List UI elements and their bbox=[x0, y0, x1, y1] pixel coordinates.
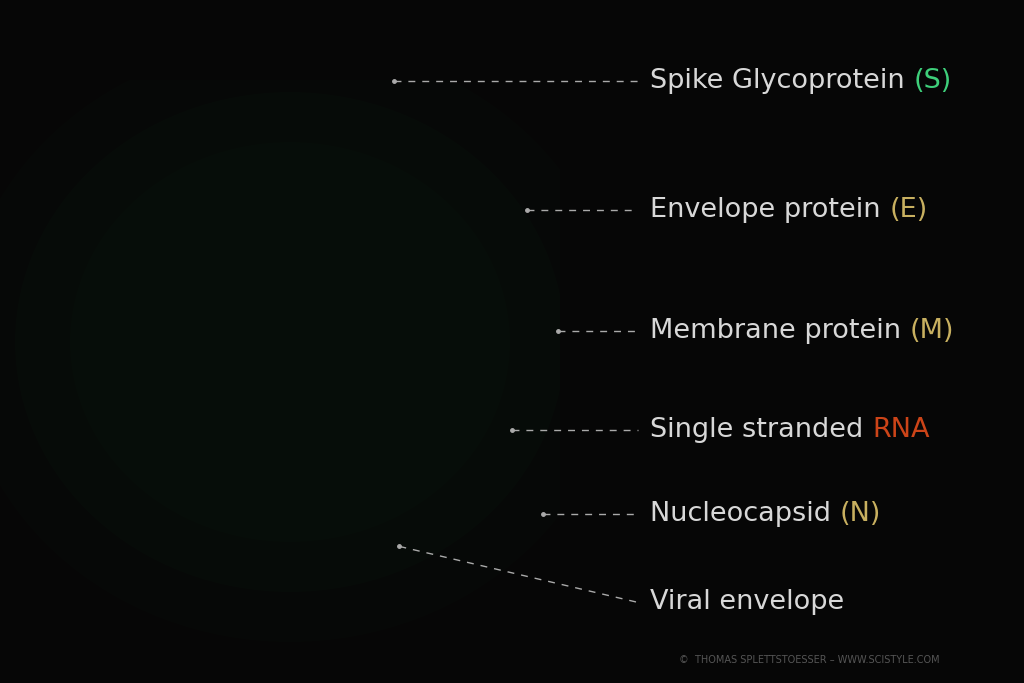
Text: Spike Glycoprotein: Spike Glycoprotein bbox=[650, 68, 913, 94]
Ellipse shape bbox=[0, 42, 620, 642]
Text: Viral envelope: Viral envelope bbox=[650, 589, 845, 615]
Text: (S): (S) bbox=[913, 68, 951, 94]
Text: Nucleocapsid: Nucleocapsid bbox=[650, 501, 840, 527]
Text: Envelope protein: Envelope protein bbox=[650, 197, 890, 223]
Bar bbox=[0, 0, 1024, 80]
Ellipse shape bbox=[70, 142, 510, 542]
Ellipse shape bbox=[15, 92, 565, 592]
Text: Membrane protein: Membrane protein bbox=[650, 318, 910, 344]
Text: Single stranded: Single stranded bbox=[650, 417, 872, 443]
Bar bbox=[560, 0, 1024, 683]
Text: ©  THOMAS SPLETTSTOESSER – WWW.SCISTYLE.COM: © THOMAS SPLETTSTOESSER – WWW.SCISTYLE.C… bbox=[679, 656, 939, 665]
Text: RNA: RNA bbox=[872, 417, 930, 443]
Text: (E): (E) bbox=[890, 197, 928, 223]
Text: (N): (N) bbox=[840, 501, 882, 527]
Text: (M): (M) bbox=[910, 318, 954, 344]
